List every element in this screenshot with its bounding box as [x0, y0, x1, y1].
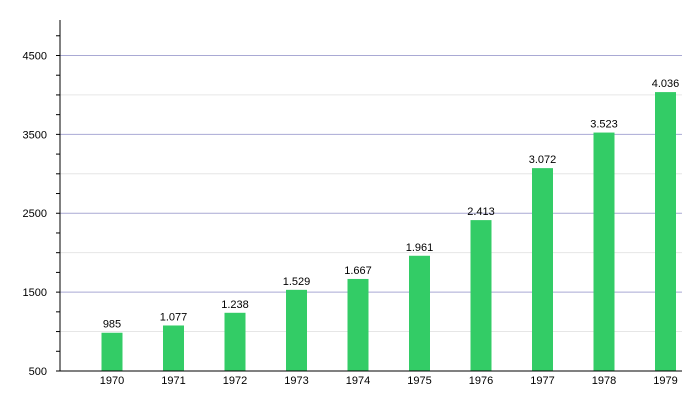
bar-1971 [163, 325, 184, 371]
data-label: 1.238 [221, 299, 249, 311]
y-tick-label: 500 [29, 366, 47, 378]
y-tick-label: 1500 [23, 287, 47, 299]
data-label: 1.961 [406, 242, 434, 254]
bar-1975 [409, 255, 430, 371]
x-tick-label: 1979 [653, 375, 677, 387]
x-tick-label: 1972 [223, 375, 247, 387]
bar-1973 [286, 289, 307, 371]
bar-1972 [224, 312, 246, 371]
data-label: 3.523 [590, 119, 618, 131]
data-label: 4.036 [652, 78, 680, 90]
x-tick-label: 1976 [469, 375, 493, 387]
data-label: 1.667 [344, 265, 372, 277]
bars [101, 92, 676, 372]
x-tick-label: 1974 [346, 375, 370, 387]
x-tick-label: 1973 [284, 375, 308, 387]
axes [56, 20, 682, 372]
bar-1970 [101, 332, 123, 371]
data-label: 1.077 [160, 311, 188, 323]
data-label: 3.072 [529, 154, 557, 166]
x-tick-label: 1978 [592, 375, 616, 387]
bar-1979 [655, 92, 676, 372]
bar-1978 [593, 132, 615, 371]
x-tick-label: 1975 [407, 375, 431, 387]
y-tick-labels: 500 1500 2500 3500 4500 [23, 50, 47, 378]
data-label: 985 [103, 319, 121, 331]
data-label: 2.413 [467, 206, 495, 218]
bar-1976 [470, 220, 492, 371]
data-label: 1.529 [283, 276, 311, 288]
x-tick-labels: 1970 1971 1972 1973 1974 1975 1976 1977 1978 1979 [100, 375, 678, 387]
grid-lines [60, 54, 682, 333]
bar-1974 [347, 278, 369, 371]
y-tick-label: 4500 [23, 50, 47, 62]
y-tick-label: 2500 [23, 208, 47, 220]
bar-1977 [532, 168, 553, 371]
data-labels: 985 1.077 1.238 1.529 1.667 1.961 2.413 3.072 3.… [103, 78, 679, 331]
x-tick-label: 1971 [161, 375, 185, 387]
x-tick-label: 1970 [100, 375, 124, 387]
y-tick-label: 3500 [23, 129, 47, 141]
x-tick-label: 1977 [530, 375, 554, 387]
